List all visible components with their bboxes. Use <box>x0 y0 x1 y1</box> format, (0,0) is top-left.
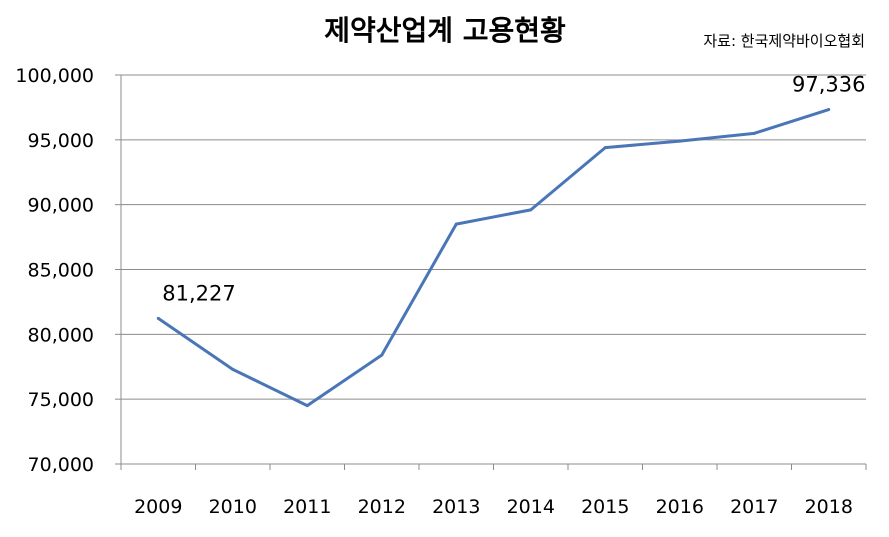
data-point <box>827 108 831 112</box>
data-point <box>752 131 756 135</box>
x-tick-label: 2017 <box>730 496 778 518</box>
x-tick-label: 2009 <box>134 496 182 518</box>
x-tick-label: 2010 <box>209 496 257 518</box>
data-labels: 81,227 97,336 <box>162 73 865 306</box>
y-tick-label: 95,000 <box>28 130 94 152</box>
data-point <box>305 404 309 408</box>
x-tick-label: 2015 <box>581 496 629 518</box>
x-tick-label: 2014 <box>507 496 555 518</box>
data-point <box>529 208 533 212</box>
chart-title: 제약산업계 고용현황 <box>324 14 566 47</box>
x-tick-label: 2013 <box>432 496 480 518</box>
series-layer <box>156 108 831 408</box>
y-axis-ticks: 70,000 75,000 80,000 85,000 90,000 95,000 100,… <box>15 65 121 476</box>
y-tick-label: 85,000 <box>28 260 94 282</box>
x-tick-label: 2016 <box>656 496 704 518</box>
x-tick-label: 2011 <box>283 496 331 518</box>
x-tick-label: 2018 <box>805 496 853 518</box>
data-point <box>156 316 160 320</box>
x-tick-label: 2012 <box>358 496 406 518</box>
y-tick-label: 80,000 <box>28 324 94 346</box>
chart-source: 자료: 한국제약바이오협회 <box>703 32 865 50</box>
y-tick-label: 70,000 <box>28 454 94 476</box>
x-axis: 2009 2010 2011 2012 2013 2014 2015 2016 2017 2018 <box>120 75 867 518</box>
series-line <box>157 108 830 408</box>
data-point <box>231 367 235 371</box>
data-label: 81,227 <box>162 281 235 305</box>
data-point <box>603 146 607 150</box>
data-point <box>380 353 384 357</box>
data-point <box>454 222 458 226</box>
y-tick-label: 100,000 <box>15 65 94 87</box>
gridlines <box>121 74 866 465</box>
data-point <box>678 139 682 143</box>
data-label: 97,336 <box>792 73 865 97</box>
y-tick-label: 75,000 <box>28 389 94 411</box>
y-tick-label: 90,000 <box>28 195 94 217</box>
